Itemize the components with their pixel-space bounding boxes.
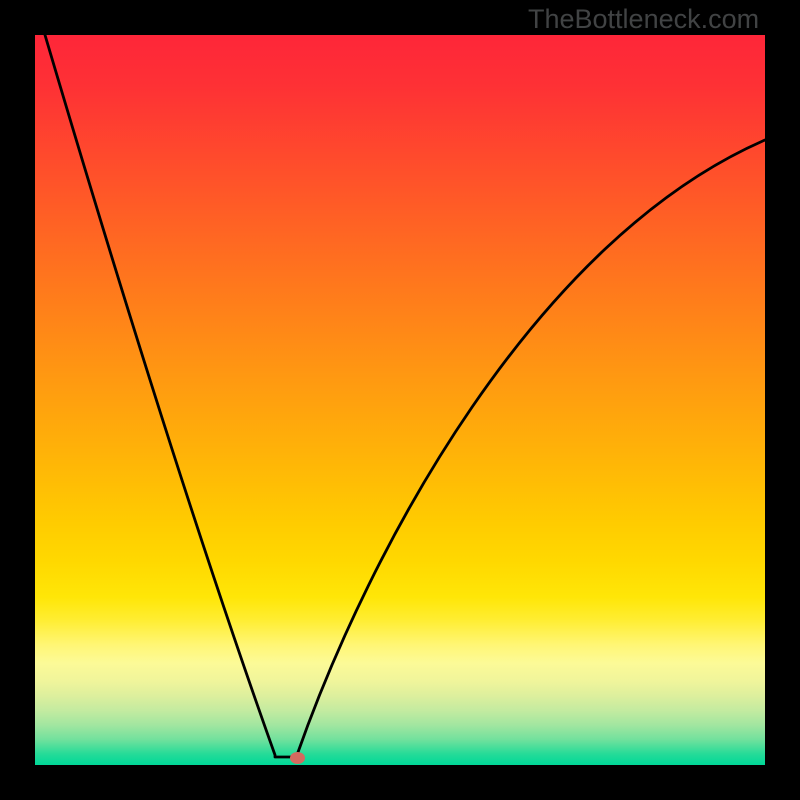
plot-frame	[35, 35, 765, 765]
chart-container: TheBottleneck.com	[0, 0, 800, 800]
watermark-text: TheBottleneck.com	[528, 4, 759, 35]
